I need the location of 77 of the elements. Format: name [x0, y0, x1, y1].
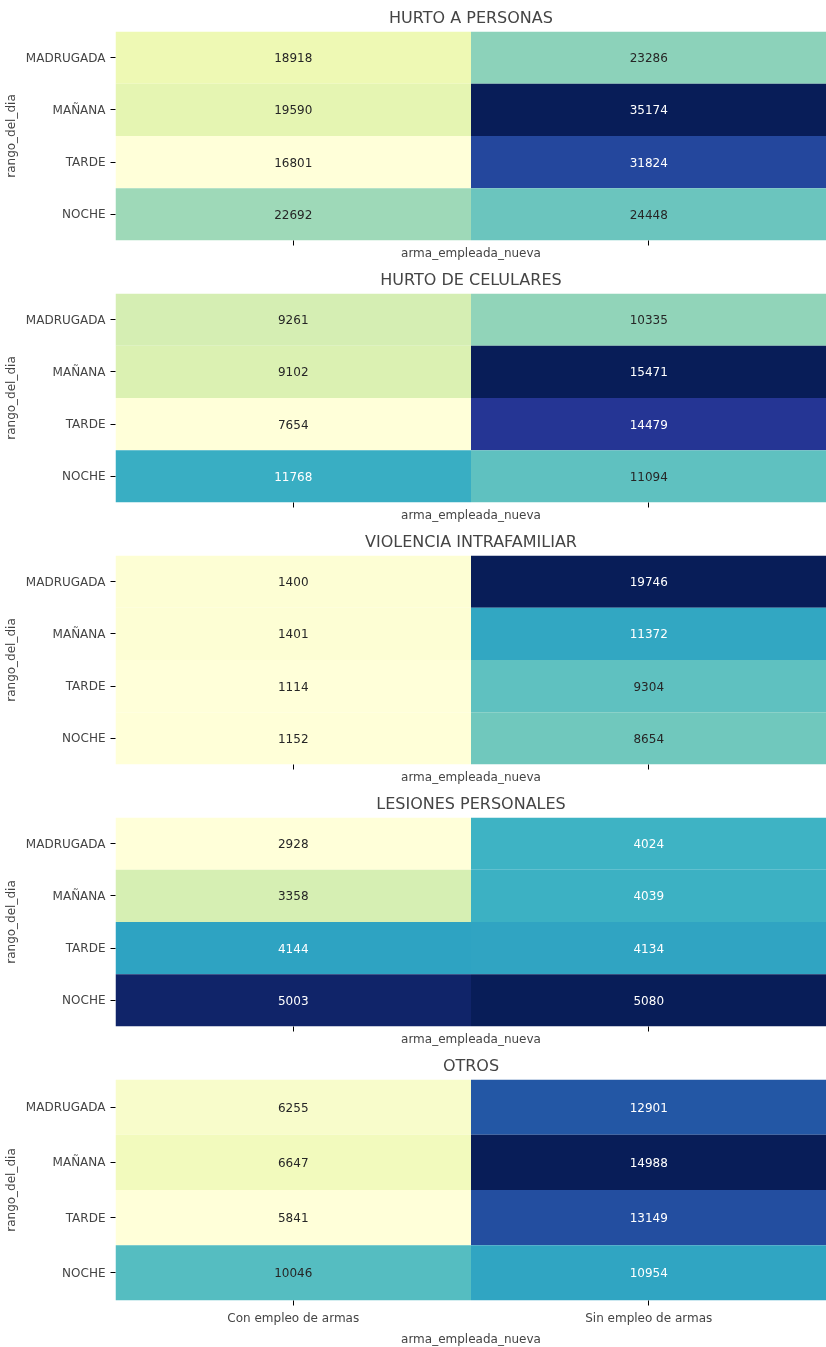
data-label: 4024	[633, 837, 665, 852]
x-axis-title: arma_empleada_nueva	[401, 769, 541, 784]
y-tick-label: NOCHE	[62, 993, 106, 1008]
data-label: 8654	[633, 731, 665, 746]
data-label: 5841	[277, 1211, 309, 1226]
chart-title: HURTO DE CELULARES	[380, 269, 562, 289]
data-label: 10335	[629, 313, 668, 328]
y-axis-title: rango_del_dia	[3, 356, 18, 440]
data-label: 11768	[274, 469, 313, 484]
y-axis-title: rango_del_dia	[3, 1148, 18, 1232]
data-label: 12901	[629, 1100, 668, 1115]
data-label: 14479	[629, 417, 668, 432]
data-label: 31824	[629, 155, 668, 170]
data-label: 1400	[277, 575, 309, 590]
data-label: 16801	[274, 155, 313, 170]
y-tick-label: TARDE	[64, 155, 106, 170]
y-tick-label: MAÑANA	[52, 363, 107, 379]
data-label: 11094	[629, 469, 668, 484]
y-tick-label: MADRUGADA	[25, 574, 107, 589]
data-label: 15471	[629, 365, 668, 380]
data-label: 23286	[629, 51, 668, 66]
data-label: 11372	[629, 627, 668, 642]
data-label: 5003	[277, 993, 309, 1008]
y-tick-label: TARDE	[64, 1210, 106, 1225]
data-label: 4144	[277, 941, 309, 956]
data-label: 1114	[277, 679, 309, 694]
data-label: 6647	[277, 1155, 309, 1170]
data-label: 6255	[277, 1100, 309, 1115]
data-label: 2928	[277, 837, 309, 852]
data-label: 35174	[629, 103, 668, 118]
y-axis-title: rango_del_dia	[3, 618, 18, 702]
x-axis-title: arma_empleada_nueva	[401, 1031, 541, 1046]
data-label: 1401	[277, 627, 309, 642]
data-label: 9261	[277, 313, 309, 328]
data-label: 5080	[633, 993, 665, 1008]
y-tick-label: MAÑANA	[52, 625, 107, 641]
chart-title: VIOLENCIA INTRAFAMILIAR	[365, 531, 577, 551]
y-tick-label: MADRUGADA	[25, 312, 107, 327]
data-label: 13149	[629, 1211, 668, 1226]
data-label: 1152	[277, 731, 309, 746]
data-label: 10954	[629, 1266, 668, 1281]
y-axis-title: rango_del_dia	[3, 880, 18, 964]
y-tick-label: MAÑANA	[52, 1154, 107, 1170]
x-axis-title: arma_empleada_nueva	[401, 1331, 541, 1346]
data-label: 7654	[277, 417, 309, 432]
chart-title: HURTO A PERSONAS	[389, 7, 553, 27]
data-label: 24448	[629, 207, 668, 222]
x-axis-title: arma_empleada_nueva	[401, 507, 541, 522]
y-tick-label: TARDE	[64, 679, 106, 694]
data-label: 19746	[629, 575, 668, 590]
data-label: 3358	[277, 889, 309, 904]
y-tick-label: MADRUGADA	[25, 1100, 107, 1115]
data-label: 19590	[274, 103, 313, 118]
chart-title: OTROS	[442, 1055, 500, 1075]
x-axis-title: arma_empleada_nueva	[401, 245, 541, 260]
y-tick-label: NOCHE	[62, 469, 106, 484]
x-tick-label: Sin empleo de armas	[585, 1310, 713, 1325]
data-label: 14988	[629, 1155, 668, 1170]
y-tick-label: TARDE	[64, 941, 106, 956]
x-tick-label: Con empleo de armas	[227, 1310, 360, 1325]
data-label: 9304	[633, 679, 665, 694]
data-label: 18918	[274, 51, 313, 66]
y-tick-label: MADRUGADA	[25, 836, 107, 851]
y-tick-label: NOCHE	[62, 207, 106, 222]
chart-title: LESIONES PERSONALES	[376, 793, 566, 813]
data-label: 9102	[277, 365, 309, 380]
y-axis-title: rango_del_dia	[3, 94, 18, 178]
data-label: 4134	[633, 941, 665, 956]
y-tick-label: MAÑANA	[52, 887, 107, 903]
y-tick-label: MAÑANA	[52, 101, 107, 117]
data-label: 4039	[633, 889, 665, 904]
data-label: 10046	[274, 1266, 313, 1281]
y-tick-label: NOCHE	[62, 1265, 106, 1280]
y-tick-label: MADRUGADA	[25, 50, 107, 65]
y-tick-label: TARDE	[64, 417, 106, 432]
y-tick-label: NOCHE	[62, 731, 106, 746]
data-label: 22692	[274, 207, 313, 222]
